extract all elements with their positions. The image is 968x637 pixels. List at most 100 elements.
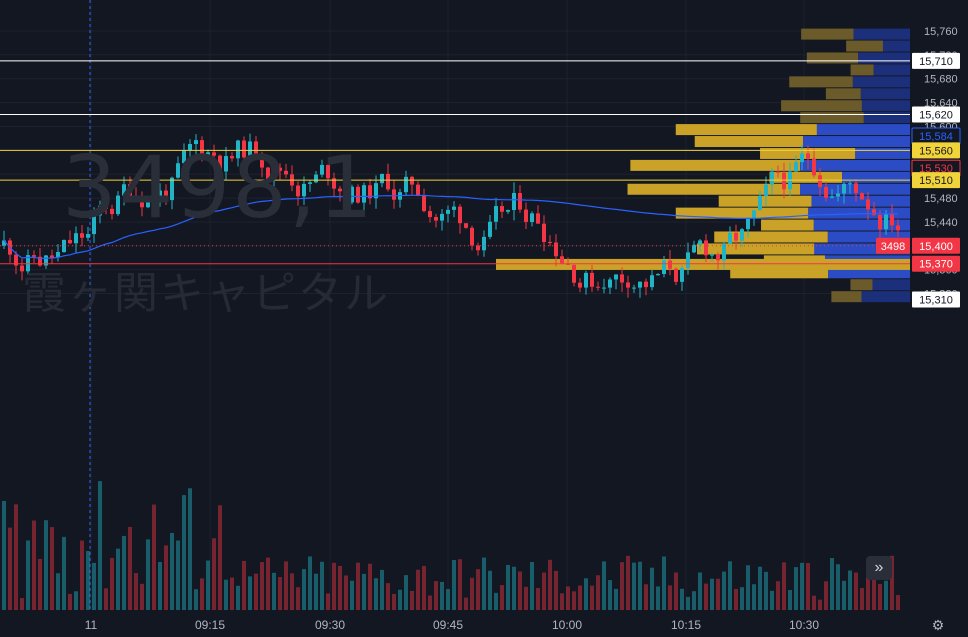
volume-bar bbox=[566, 586, 570, 610]
candle-body bbox=[260, 153, 264, 168]
candle-body bbox=[470, 227, 474, 246]
volume-bar bbox=[422, 565, 426, 610]
volume-bar bbox=[260, 562, 264, 610]
scroll-to-realtime-button[interactable]: » bbox=[866, 556, 892, 580]
volume-bar bbox=[758, 566, 762, 610]
vp-row-buy bbox=[694, 136, 804, 148]
price-label-box bbox=[912, 52, 960, 69]
candle-body bbox=[350, 186, 354, 203]
volume-bar bbox=[326, 593, 330, 610]
volume-bar bbox=[668, 585, 672, 610]
vp-row-sell bbox=[852, 76, 910, 88]
vp-row-buy bbox=[806, 52, 859, 64]
volume-bar bbox=[650, 567, 654, 610]
volume-bar bbox=[896, 595, 900, 610]
candle-body bbox=[692, 244, 696, 253]
vp-row-buy bbox=[825, 88, 861, 100]
volume-bar bbox=[626, 555, 630, 610]
volume-bar bbox=[344, 575, 348, 610]
volume-bar bbox=[272, 572, 276, 610]
volume-bar bbox=[848, 570, 852, 610]
volume-bar bbox=[716, 578, 720, 610]
candle-body bbox=[752, 210, 756, 218]
candle-body bbox=[836, 193, 840, 197]
candle-body bbox=[338, 188, 342, 192]
volume-bar bbox=[386, 583, 390, 610]
candle-body bbox=[524, 209, 528, 222]
volume-bar bbox=[404, 575, 408, 610]
candle-body bbox=[548, 241, 552, 243]
candle-body bbox=[308, 182, 312, 184]
candle-body bbox=[806, 153, 810, 159]
vp-row-sell bbox=[813, 219, 910, 231]
volume-bar bbox=[236, 585, 240, 610]
candle-body bbox=[698, 240, 702, 245]
vp-row-buy bbox=[714, 231, 828, 243]
volume-bar bbox=[560, 593, 564, 610]
time-axis-bg bbox=[0, 611, 912, 637]
candle-body bbox=[176, 163, 180, 178]
volume-bar bbox=[200, 578, 204, 610]
candle-body bbox=[602, 287, 606, 289]
candle-body bbox=[518, 193, 522, 210]
y-tick-label: 15,480 bbox=[924, 193, 958, 205]
volume-bar bbox=[14, 504, 18, 610]
candle-body bbox=[872, 209, 876, 215]
volume-bar bbox=[242, 560, 246, 610]
volume-bar bbox=[140, 583, 144, 610]
price-label: 15,310 bbox=[919, 295, 953, 307]
volume-bar bbox=[224, 579, 228, 610]
candle-body bbox=[158, 190, 162, 202]
volume-bar bbox=[188, 488, 192, 610]
volume-bar bbox=[122, 535, 126, 610]
volume-bar bbox=[698, 572, 702, 610]
vp-row-sell bbox=[861, 100, 910, 112]
candle-body bbox=[326, 164, 330, 179]
candle-body bbox=[416, 184, 420, 196]
candle-body bbox=[674, 268, 678, 282]
candle-body bbox=[296, 185, 300, 197]
candle-body bbox=[152, 199, 156, 202]
volume-bar bbox=[38, 558, 42, 610]
volume-bar bbox=[266, 557, 270, 610]
volume-bar bbox=[74, 591, 78, 610]
volume-bar bbox=[230, 577, 234, 610]
candle-body bbox=[284, 170, 288, 175]
volume-bar bbox=[512, 566, 516, 610]
candle-body bbox=[746, 217, 750, 230]
volume-bar bbox=[782, 562, 786, 610]
candle-body bbox=[620, 274, 624, 283]
candle-body bbox=[656, 273, 660, 276]
volume-bar bbox=[26, 540, 30, 610]
volume-bar bbox=[788, 590, 792, 610]
volume-bar bbox=[638, 561, 642, 610]
volume-bar bbox=[596, 575, 600, 610]
candle-body bbox=[584, 272, 588, 288]
volume-bar bbox=[212, 538, 216, 610]
price-label-box bbox=[912, 255, 960, 272]
price-label: 15,370 bbox=[919, 259, 953, 271]
candle-body bbox=[86, 234, 90, 238]
volume-bar bbox=[476, 569, 480, 610]
volume-bar bbox=[50, 527, 54, 610]
settings-gear-icon[interactable]: ⚙ bbox=[931, 617, 945, 633]
volume-bar bbox=[620, 562, 624, 610]
candle-body bbox=[278, 167, 282, 171]
volume-bar bbox=[320, 561, 324, 610]
volume-bar bbox=[590, 585, 594, 610]
candle-body bbox=[782, 172, 786, 190]
price-label-box bbox=[912, 237, 960, 254]
volume-bar bbox=[452, 560, 456, 610]
candle-body bbox=[374, 183, 378, 199]
vp-row-buy bbox=[781, 100, 862, 112]
vp-row-sell bbox=[828, 267, 910, 279]
symbol-tag: 3498 bbox=[881, 241, 905, 253]
candle-body bbox=[20, 265, 24, 272]
vp-row-sell bbox=[803, 136, 910, 148]
candle-body bbox=[422, 195, 426, 212]
candle-body bbox=[572, 264, 576, 283]
vp-row-sell bbox=[814, 243, 910, 255]
candle-body bbox=[98, 205, 102, 216]
candle-body bbox=[254, 141, 258, 154]
